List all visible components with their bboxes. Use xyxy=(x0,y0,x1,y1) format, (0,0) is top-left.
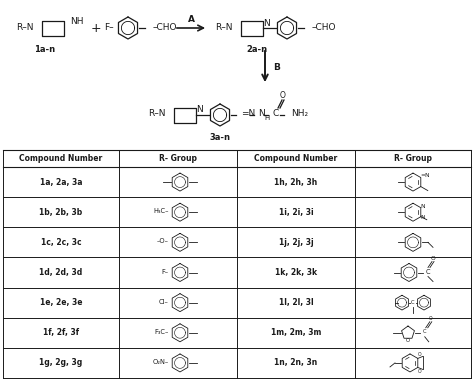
Text: C: C xyxy=(426,269,430,274)
Text: R–N: R–N xyxy=(148,109,166,119)
Text: 1c, 2c, 3c: 1c, 2c, 3c xyxy=(41,238,82,247)
Text: O: O xyxy=(430,256,436,261)
Text: R- Group: R- Group xyxy=(159,154,197,163)
Text: A: A xyxy=(188,16,194,24)
Text: 3a-n: 3a-n xyxy=(210,133,230,141)
Text: O: O xyxy=(429,316,433,321)
Text: 1h, 2h, 3h: 1h, 2h, 3h xyxy=(274,177,318,187)
Text: –O–: –O– xyxy=(157,238,169,244)
Text: =N: =N xyxy=(421,173,430,178)
Text: F–: F– xyxy=(162,269,169,274)
Text: Cl–: Cl– xyxy=(159,299,169,305)
Text: N: N xyxy=(421,215,425,220)
Text: F–: F– xyxy=(104,22,114,32)
Text: 1k, 2k, 3k: 1k, 2k, 3k xyxy=(275,268,317,277)
Text: 1i, 2i, 3i: 1i, 2i, 3i xyxy=(279,208,313,217)
Text: –CHO: –CHO xyxy=(153,22,177,32)
Text: N: N xyxy=(263,19,270,27)
Text: R–N: R–N xyxy=(216,22,233,32)
Text: 1d, 2d, 3d: 1d, 2d, 3d xyxy=(39,268,82,277)
Text: 1j, 2j, 3j: 1j, 2j, 3j xyxy=(279,238,313,247)
Text: H₃C–: H₃C– xyxy=(154,208,169,214)
Text: NH₂: NH₂ xyxy=(291,109,308,117)
Text: R–N: R–N xyxy=(17,22,34,32)
Text: O₂N–: O₂N– xyxy=(153,359,169,365)
Text: O: O xyxy=(280,92,286,100)
Text: C: C xyxy=(273,109,279,117)
Text: +: + xyxy=(91,22,101,35)
Text: 1f, 2f, 3f: 1f, 2f, 3f xyxy=(43,328,79,337)
Text: N: N xyxy=(196,106,203,114)
Text: Compound Number: Compound Number xyxy=(19,154,103,163)
Text: –CHO: –CHO xyxy=(312,22,337,32)
Text: C: C xyxy=(411,300,415,305)
Text: O: O xyxy=(418,369,421,374)
Text: 1l, 2l, 3l: 1l, 2l, 3l xyxy=(279,298,313,307)
Text: 1n, 2n, 3n: 1n, 2n, 3n xyxy=(274,358,318,367)
Text: 1e, 2e, 3e: 1e, 2e, 3e xyxy=(40,298,82,307)
Text: H: H xyxy=(264,115,269,121)
Text: 1a-n: 1a-n xyxy=(35,44,55,54)
Text: O: O xyxy=(418,352,421,357)
Text: 1m, 2m, 3m: 1m, 2m, 3m xyxy=(271,328,321,337)
Text: R- Group: R- Group xyxy=(394,154,432,163)
Text: 1a, 2a, 3a: 1a, 2a, 3a xyxy=(40,177,82,187)
Text: 2a-n: 2a-n xyxy=(246,44,267,54)
Text: =N: =N xyxy=(241,109,255,117)
Text: N: N xyxy=(421,204,425,209)
Text: C: C xyxy=(423,329,427,334)
Text: 1g, 2g, 3g: 1g, 2g, 3g xyxy=(39,358,82,367)
Text: O: O xyxy=(406,338,410,343)
Text: N: N xyxy=(258,109,265,117)
Text: 1b, 2b, 3b: 1b, 2b, 3b xyxy=(39,208,82,217)
Text: B: B xyxy=(273,63,280,73)
Text: Compound Number: Compound Number xyxy=(255,154,337,163)
Text: F₃C–: F₃C– xyxy=(155,329,169,335)
Text: NH: NH xyxy=(70,17,83,27)
